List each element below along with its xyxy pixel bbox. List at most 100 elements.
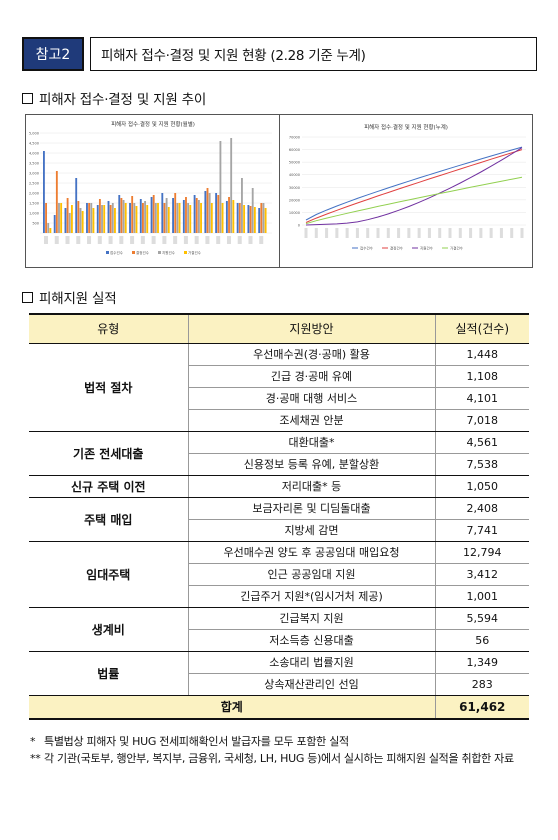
y-tick-label: 500 — [32, 222, 39, 226]
x-tick-label-placeholder — [87, 236, 92, 244]
x-tick-label-placeholder — [248, 236, 253, 244]
method-cell: 지방세 감면 — [188, 519, 435, 542]
x-tick-label-placeholder — [520, 228, 524, 238]
bar — [219, 141, 222, 233]
bar — [182, 200, 185, 233]
x-tick-label-placeholder — [407, 228, 411, 238]
x-tick-label-placeholder — [469, 228, 473, 238]
x-tick-label-placeholder — [259, 236, 264, 244]
y-tick-label: 3,000 — [29, 172, 39, 176]
y-tick-label: 30000 — [289, 186, 300, 190]
x-tick-label-placeholder — [304, 228, 308, 238]
total-count: 61,462 — [434, 695, 529, 720]
type-cell: 임대주택 — [29, 541, 189, 608]
section-heading-results: 피해지원 실적 — [22, 287, 117, 307]
section-title: 피해지원 실적 — [39, 291, 117, 307]
total-row: 합계 61,462 — [29, 695, 529, 720]
monthly-bar-chart-svg: 피해자 접수·결정 및 지원 현황(월별) 5,000 4,500 4,000 3,5… — [29, 120, 272, 255]
table-row: 지방세 감면 7,741 — [29, 519, 529, 542]
method-cell: 경·공매 대행 서비스 — [188, 387, 435, 410]
bar — [249, 206, 252, 233]
bar — [241, 178, 243, 233]
bar — [47, 223, 50, 233]
bar — [193, 195, 196, 233]
bar — [129, 203, 131, 233]
y-tick-label: 20000 — [289, 198, 300, 202]
legend-swatch — [184, 251, 187, 254]
y-tick-label: 2,000 — [29, 192, 39, 196]
bar — [86, 203, 88, 233]
x-tick-label-placeholder — [108, 236, 113, 244]
x-tick-label-placeholder — [130, 236, 135, 244]
table-row: 긴급주거 지원*(임시거처 제공) 1,001 — [29, 585, 529, 608]
footnotes: * 특별법상 피해자 및 HUG 전세피해확인서 발급자를 모두 포함한 실적 … — [30, 733, 545, 767]
bar — [101, 205, 103, 233]
reference-tag: 참고2 — [22, 37, 84, 71]
method-cell: 인근 공공임대 지원 — [188, 563, 435, 586]
x-tick-label-placeholder — [151, 236, 156, 244]
method-cell: 우선매수권(경·공매) 활용 — [188, 343, 435, 366]
legend-swatch — [106, 251, 109, 254]
y-tick-label: 5,000 — [29, 132, 39, 136]
bar — [228, 197, 230, 233]
x-tick-label-placeholder — [65, 236, 70, 244]
legend-label: 결정건수 — [390, 246, 404, 251]
bar — [92, 208, 95, 233]
bar — [81, 211, 84, 233]
bar — [107, 201, 110, 233]
checkbox-square-icon — [22, 291, 33, 303]
type-cell: 신규 주택 이전 — [29, 475, 189, 498]
bar — [75, 178, 78, 233]
y-tick-label: 1,000 — [29, 212, 39, 216]
table-row: 경·공매 대행 서비스 4,101 — [29, 387, 529, 410]
legend-label: 결정건수 — [136, 250, 150, 255]
x-tick-label-placeholder — [205, 236, 210, 244]
chart-title: 피해자 접수·결정 및 지원 현황(월별) — [111, 120, 195, 128]
count-cell: 4,101 — [434, 387, 529, 410]
method-cell: 우선매수권 양도 후 공공임대 매입요청 — [188, 541, 435, 564]
method-cell: 신용정보 등록 유예, 분할상환 — [188, 453, 435, 476]
bar — [131, 196, 134, 233]
table-row: 신규 주택 이전 저리대출* 등 1,050 — [29, 475, 529, 498]
table-row: 기존 전세대출 대환대출* 4,561 — [29, 431, 529, 476]
type-cell: 생계비 — [29, 607, 189, 652]
section-title: 피해자 접수·결정 및 지원 추이 — [39, 92, 207, 108]
x-tick-label-placeholder — [162, 236, 167, 244]
series-line — [305, 176, 523, 225]
bar — [253, 207, 256, 233]
y-tick-label: 4,500 — [29, 142, 39, 146]
bar — [238, 203, 241, 233]
bar — [49, 228, 52, 233]
y-tick-label: 1,500 — [29, 202, 39, 206]
x-tick-label-placeholder — [140, 236, 145, 244]
x-tick-label-placeholder — [183, 236, 188, 244]
method-cell: 상속재산관리인 선임 — [188, 673, 435, 696]
bar — [232, 200, 235, 233]
y-tick-label: 60000 — [289, 148, 300, 152]
page-header: 참고2 피해자 접수·결정 및 지원 현황 (2.28 기준 누계) — [22, 37, 537, 71]
bar — [68, 213, 71, 233]
bar — [247, 205, 250, 233]
bar — [176, 203, 179, 233]
bar — [208, 193, 211, 233]
bar — [165, 198, 168, 233]
x-tick-label-placeholder — [376, 228, 380, 238]
x-tick-label-placeholder — [345, 228, 349, 238]
count-cell: 7,741 — [434, 519, 529, 542]
count-cell: 1,448 — [434, 343, 529, 366]
table-row: 상속재산관리인 선임 283 — [29, 673, 529, 696]
bar — [120, 198, 123, 233]
bar — [114, 208, 116, 233]
table-header-row: 유형 지원방안 실적(건수) — [29, 313, 529, 344]
x-tick-label-placeholder — [76, 236, 81, 244]
monthly-bar-chart: 피해자 접수·결정 및 지원 현황(월별) 5,000 4,500 4,000 3,5… — [26, 115, 280, 267]
y-tick-label: 2,500 — [29, 182, 39, 186]
bar — [154, 203, 157, 233]
method-cell: 긴급주거 지원*(임시거처 제공) — [188, 585, 435, 608]
chart-title: 피해자 접수·결정 및 지원 현황(누계) — [364, 123, 448, 131]
bar — [187, 203, 190, 233]
bar — [43, 151, 45, 233]
support-results-table: 유형 지원방안 실적(건수) 법적 절차 우선매수권(경·공매) 활용 1,448 긴… — [29, 313, 529, 720]
bar — [66, 198, 69, 233]
method-cell: 보금자리론 및 디딤돌대출 — [188, 497, 435, 520]
